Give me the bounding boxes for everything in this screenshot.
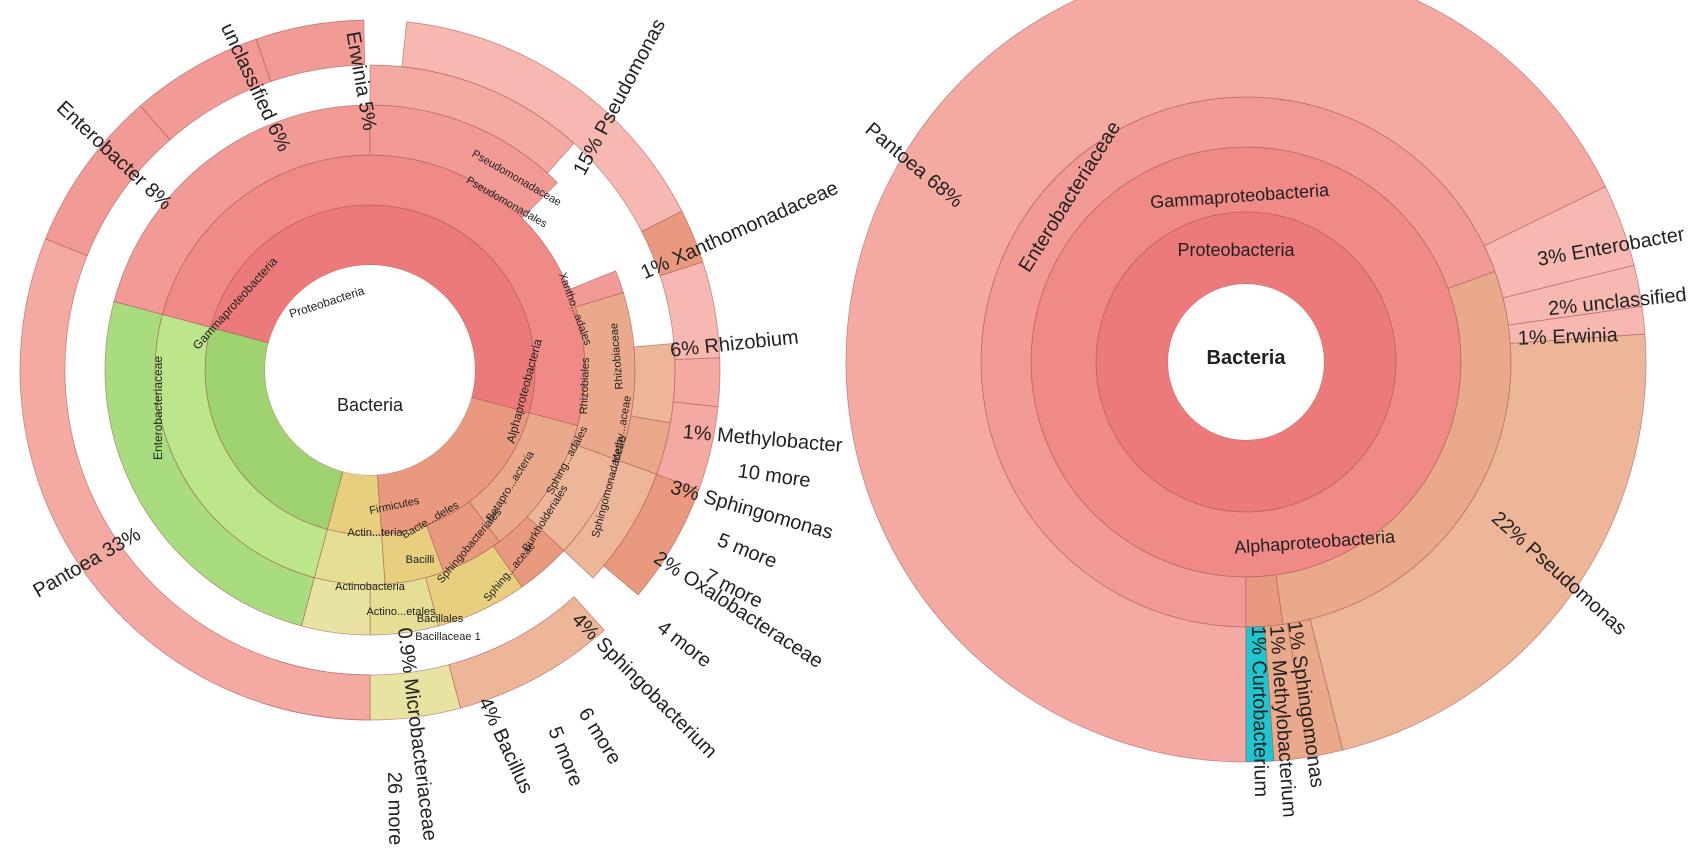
chart1-bacillus-label: 4% Bacillus [474,694,538,797]
chart1-actin3-label: Actino...etales [366,606,436,618]
chart2-center-label: Bacteria [1207,347,1287,369]
chart1-wedge-28 [656,401,719,491]
chart2-wedge-4 [1245,574,1284,628]
chart1-26more-label: 26 more [383,772,406,846]
chart2-center-disk [1168,284,1324,440]
chart1-bacillales-label: Bacillales [417,613,464,625]
chart1-4more-label: 4 more [653,617,716,673]
chart2-wedges [845,0,1647,763]
chart1-bacillaceae-label: Bacillaceae 1 [415,631,480,643]
chart1-oxalobacteraceae-label: 2% Oxalobacteraceae [650,547,827,673]
chart1-center-label: Bacteria [337,395,404,415]
chart2-proteobacteria-label: Proteobacteria [1177,240,1295,260]
chart1-5more-a-label: 5 more [714,529,780,573]
chart1-wedges [19,19,721,721]
chart1-wedge-31 [641,210,704,277]
chart1-5more-b-label: 5 more [543,724,587,790]
chart1-actin1-label: Actin...teria [347,527,403,539]
chart1-wedge-30 [659,261,721,360]
chart2-erwinia-label: 1% Erwinia [1517,324,1619,350]
chart1-6more-label: 6 more [574,704,626,768]
chart1-wedge-26 [448,596,605,709]
chart1-wedge-29 [672,357,721,408]
chart1-bacilli-label: Bacilli [406,554,435,566]
chart2-wedge-9 [1309,333,1647,751]
chart1-wedge-21 [630,342,676,424]
chart1-wedge-27 [603,473,700,596]
chart2-wedge-5 [845,0,1607,763]
chart1-wedge-36 [19,238,371,721]
chart2-curtobacterium-label: 1% Curtobacterium [1247,626,1272,798]
chart1-center-disk [265,265,475,475]
chart1-wedge-35 [44,105,171,257]
chart1-rhizobiales-label: Rhizobiales [578,357,592,415]
chart1-wedge-32 [401,21,683,233]
chart1-rhizobiaceae-label: Rhizobiaceae [608,323,626,390]
chart1-10more-label: 10 more [736,460,812,492]
chart2-wedge-12 [1245,625,1275,763]
chart1-sphingomonas-label: 3% Sphingomonas [668,477,835,544]
chart1-wedge-33 [255,19,366,83]
chart1-actin2-label: Actinobacteria [335,581,406,593]
chart1-enterobacteriaceae-label: Enterobacteriaceae [151,356,165,460]
chart1-wedge-34 [139,38,272,141]
